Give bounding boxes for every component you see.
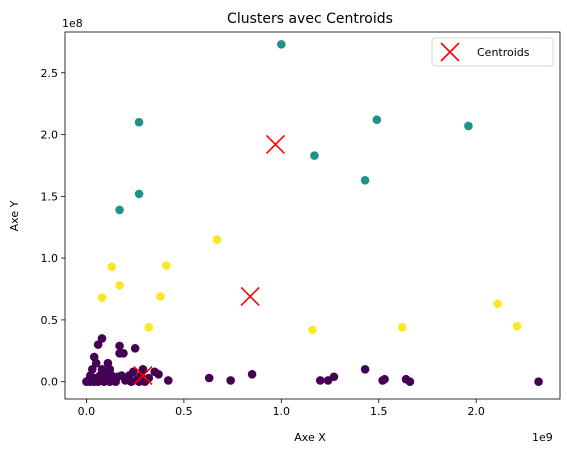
cluster-0-point <box>406 377 415 386</box>
cluster-1-point <box>373 115 382 124</box>
cluster-2-point <box>115 281 124 290</box>
cluster-2-point <box>107 262 116 271</box>
x-tick-label: 0.5 <box>175 405 193 418</box>
cluster-1-point <box>310 151 319 160</box>
cluster-2-point <box>156 292 165 301</box>
chart-title: Clusters avec Centroids <box>227 11 393 27</box>
cluster-1-point <box>135 190 144 199</box>
x-axis-label: Axe X <box>294 431 326 444</box>
legend-label: Centroids <box>477 46 530 59</box>
legend: Centroids <box>432 38 553 66</box>
cluster-2-point <box>513 322 522 331</box>
y-tick-label: 1.0 <box>41 252 59 265</box>
x-tick-label: 2.0 <box>467 405 485 418</box>
plot-area: 0.0 0.5 1.0 1.5 2.0 0.0 0.5 1.0 1.5 2.0 2.5 <box>41 32 561 418</box>
centroid-marker <box>241 287 259 305</box>
x-tick-label: 1.5 <box>370 405 388 418</box>
cluster-2-point <box>162 261 171 270</box>
x-tick-label: 1.0 <box>273 405 291 418</box>
cluster-0-point <box>131 344 140 353</box>
y-axis-label: Axe Y <box>8 200 21 231</box>
cluster-0-point <box>316 376 325 385</box>
cluster-0-point <box>205 374 214 383</box>
y-tick-label: 2.0 <box>41 129 59 142</box>
cluster-0-point <box>164 376 173 385</box>
cluster-0-point <box>154 370 163 379</box>
cluster-1-point <box>464 122 473 131</box>
cluster-1-point <box>115 206 124 215</box>
x-tick-label: 0.0 <box>78 405 96 418</box>
cluster-2-point <box>98 293 107 302</box>
y-tick-label: 0.0 <box>41 376 59 389</box>
cluster-0-point <box>119 349 128 358</box>
centroid-marker <box>266 135 284 153</box>
cluster-2-point <box>493 300 502 309</box>
cluster-2-point <box>213 235 222 244</box>
cluster-1-point <box>277 40 286 49</box>
cluster-2-point <box>398 323 407 332</box>
cluster-1-point <box>135 118 144 127</box>
cluster-0-point <box>98 334 107 343</box>
cluster-0-point <box>115 342 124 351</box>
cluster-0-point <box>380 375 389 384</box>
y-tick-label: 1.5 <box>41 190 59 203</box>
cluster-0-point <box>361 365 370 374</box>
cluster-0-point <box>226 376 235 385</box>
axes-frame <box>65 32 560 399</box>
cluster-2-point <box>144 323 153 332</box>
cluster-0-point <box>248 370 257 379</box>
x-scale-label: 1e9 <box>532 431 553 444</box>
y-tick-label: 2.5 <box>41 67 59 80</box>
cluster-1-point <box>361 176 370 185</box>
cluster-2-point <box>308 326 317 335</box>
y-tick-label: 0.5 <box>41 314 59 327</box>
cluster-0-point <box>534 377 543 386</box>
cluster-0-point <box>330 372 339 381</box>
y-scale-label: 1e8 <box>62 17 83 30</box>
